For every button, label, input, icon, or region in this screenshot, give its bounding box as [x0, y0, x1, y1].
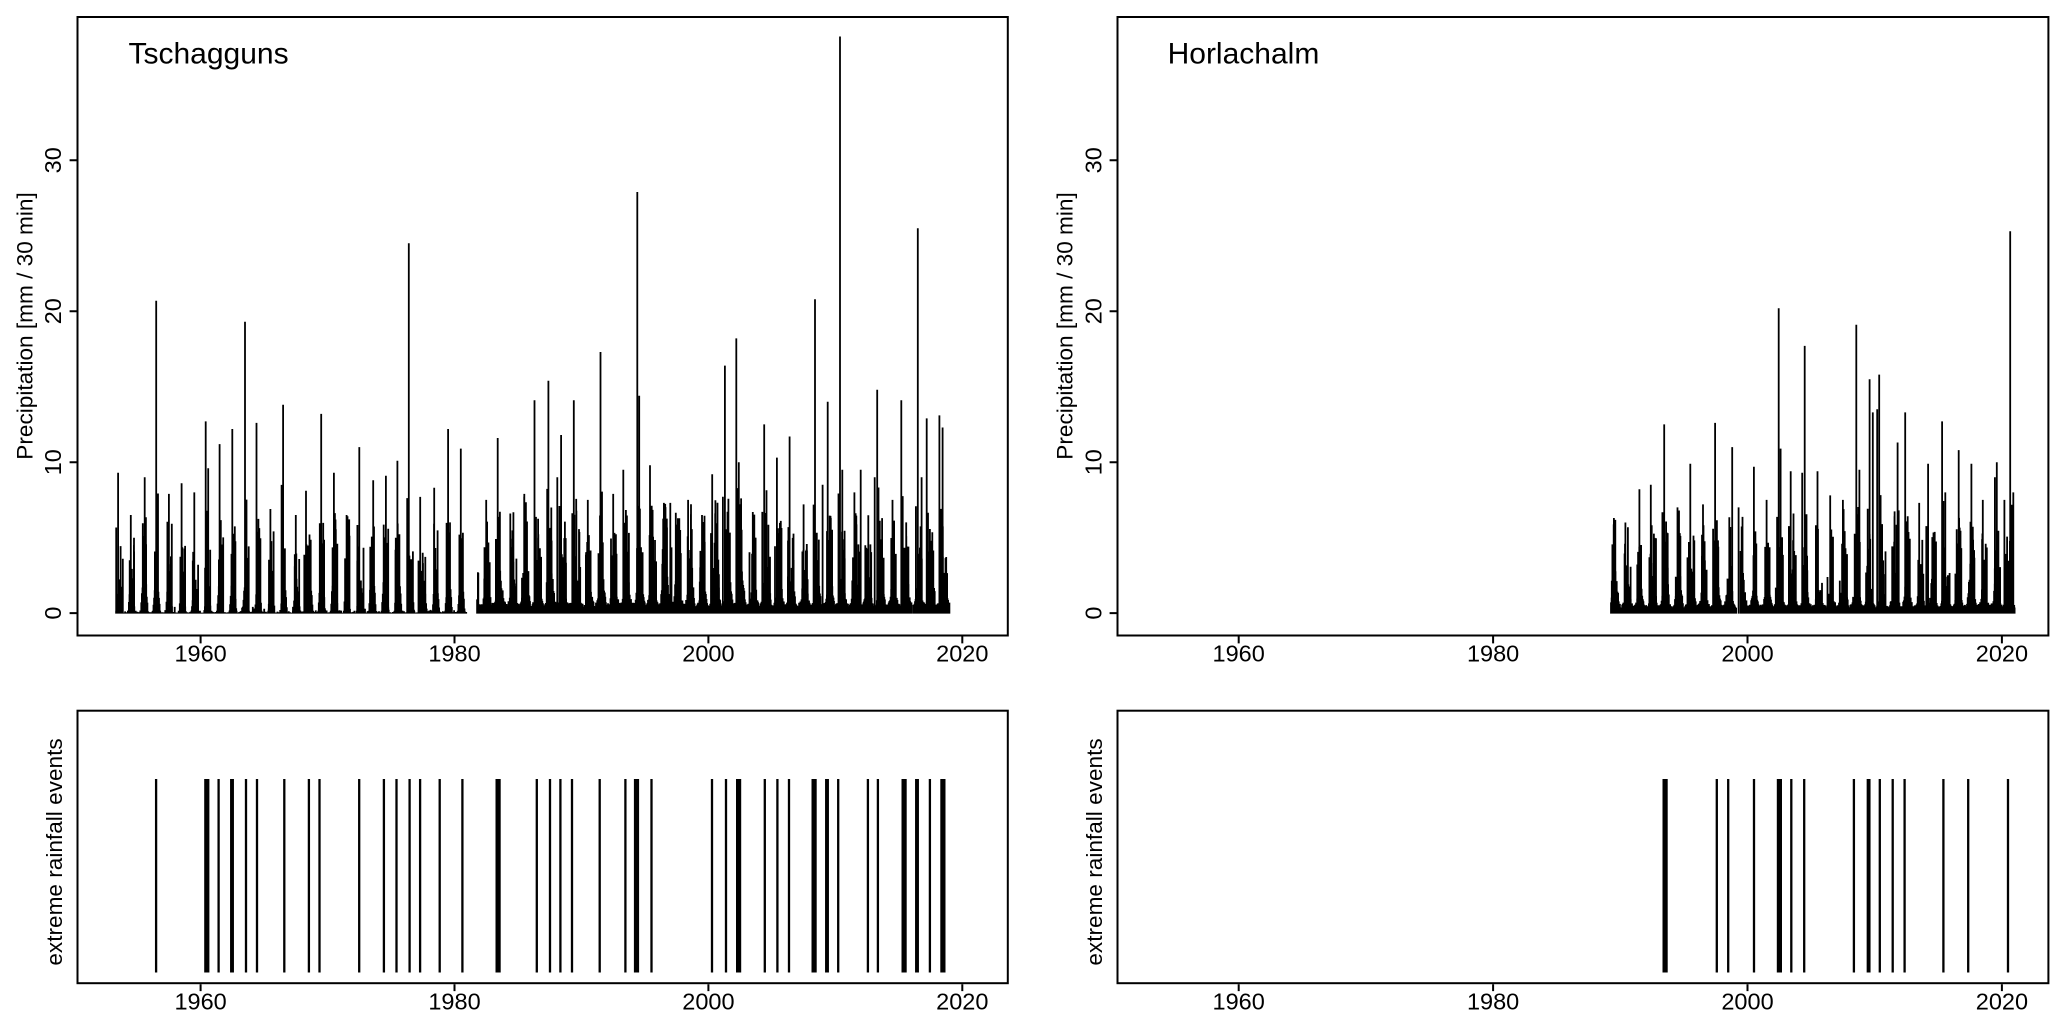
- svg-text:1960: 1960: [1213, 641, 1265, 667]
- svg-text:0: 0: [40, 607, 66, 620]
- svg-text:extreme rainfall events: extreme rainfall events: [42, 738, 67, 965]
- svg-text:20: 20: [1080, 298, 1106, 324]
- svg-text:2000: 2000: [682, 641, 734, 667]
- svg-text:1980: 1980: [428, 641, 480, 667]
- svg-text:1980: 1980: [1467, 989, 1519, 1015]
- svg-text:30: 30: [40, 147, 66, 173]
- svg-text:2020: 2020: [1976, 989, 2028, 1015]
- svg-text:0: 0: [1080, 607, 1106, 620]
- svg-text:1980: 1980: [428, 989, 480, 1015]
- svg-text:20: 20: [40, 298, 66, 324]
- svg-text:2000: 2000: [1721, 989, 1773, 1015]
- svg-text:10: 10: [40, 449, 66, 475]
- svg-text:1960: 1960: [174, 641, 226, 667]
- svg-text:Horlachalm: Horlachalm: [1168, 37, 1320, 70]
- svg-text:2020: 2020: [936, 989, 988, 1015]
- svg-text:2020: 2020: [1976, 641, 2028, 667]
- svg-text:2000: 2000: [682, 989, 734, 1015]
- svg-text:Tschagguns: Tschagguns: [129, 37, 289, 70]
- svg-text:Precipitation [mm / 30 min]: Precipitation [mm / 30 min]: [12, 192, 37, 459]
- svg-text:2020: 2020: [936, 641, 988, 667]
- svg-text:Precipitation [mm / 30 min]: Precipitation [mm / 30 min]: [1053, 192, 1078, 459]
- svg-text:30: 30: [1080, 147, 1106, 173]
- svg-text:extreme rainfall events: extreme rainfall events: [1082, 738, 1107, 965]
- svg-text:1960: 1960: [174, 989, 226, 1015]
- svg-text:1980: 1980: [1467, 641, 1519, 667]
- svg-text:10: 10: [1080, 449, 1106, 475]
- svg-text:1960: 1960: [1213, 989, 1265, 1015]
- svg-text:2000: 2000: [1721, 641, 1773, 667]
